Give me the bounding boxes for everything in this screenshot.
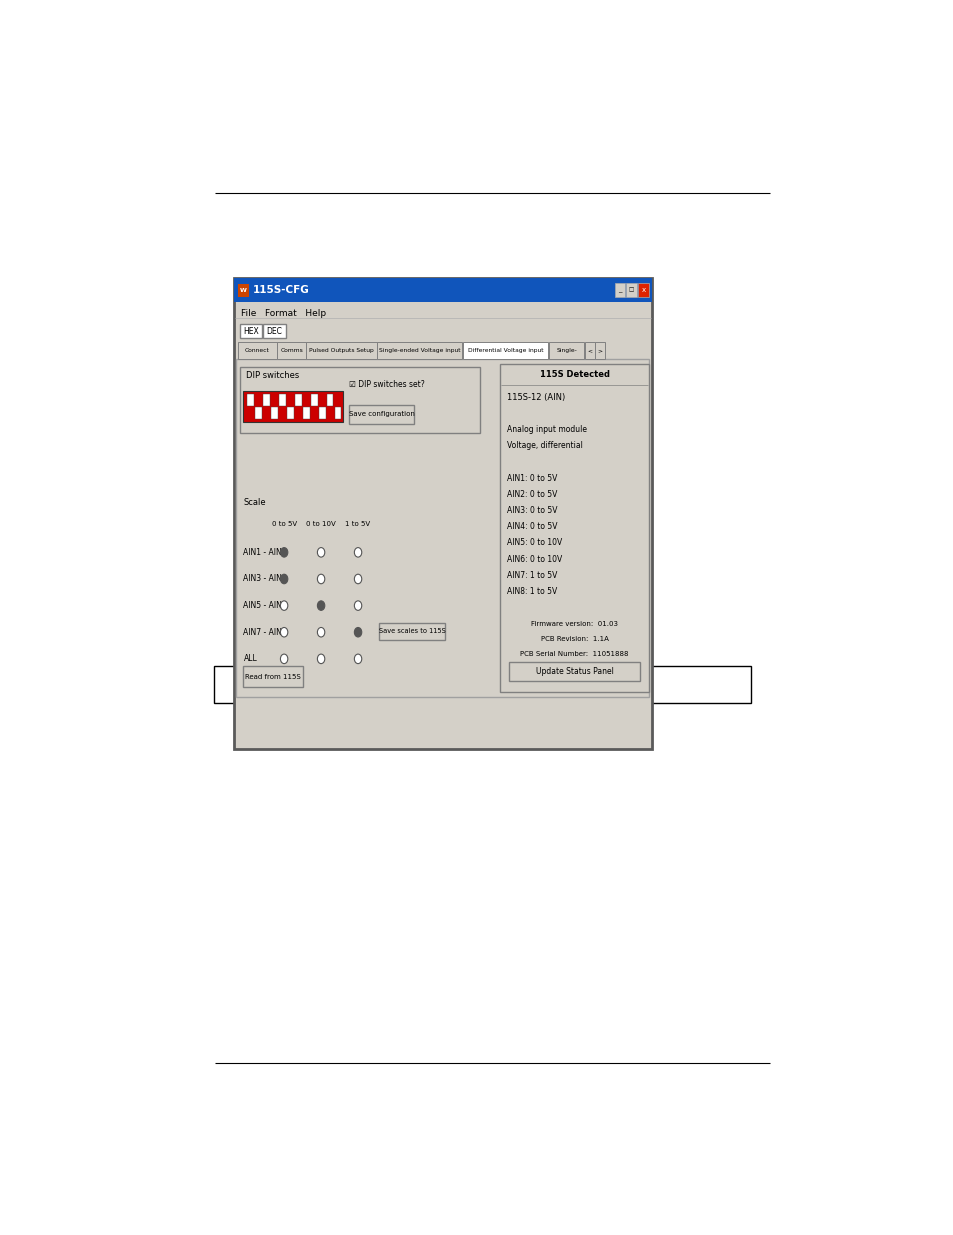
Bar [626,283,636,296]
Bar [238,284,249,298]
Circle shape [280,547,288,557]
Bar [233,278,651,750]
Text: >: > [598,348,602,353]
Text: _: _ [618,287,621,293]
Bar [306,342,376,359]
Bar [278,394,286,406]
Circle shape [317,574,324,584]
Bar [277,342,305,359]
Circle shape [354,627,361,637]
Bar [263,324,285,338]
Circle shape [354,547,361,557]
Text: Scale: Scale [243,498,266,506]
Text: AIN3 - AIN4: AIN3 - AIN4 [243,574,287,583]
Bar [499,364,649,692]
Bar [243,390,343,422]
Text: Read from 115S: Read from 115S [245,674,300,680]
Bar [233,278,651,303]
Bar [311,394,317,406]
Circle shape [280,627,288,637]
Bar [294,394,301,406]
Bar [243,667,302,688]
Text: Comms: Comms [280,348,302,353]
Bar [584,342,594,359]
Bar [213,667,750,703]
Text: HEX: HEX [243,327,258,336]
Bar [287,406,294,419]
Text: Update Status Panel: Update Status Panel [536,667,613,676]
Circle shape [280,655,288,663]
Text: AIN7 - AIN8: AIN7 - AIN8 [243,627,287,637]
Text: AIN1 - AIN2: AIN1 - AIN2 [243,548,287,557]
Text: AIN4: 0 to 5V: AIN4: 0 to 5V [507,522,558,531]
Bar [614,283,624,296]
Circle shape [280,574,288,584]
Bar [508,662,639,680]
Text: ALL: ALL [243,655,257,663]
Text: PCB Revision:  1.1A: PCB Revision: 1.1A [540,636,608,642]
Text: AIN2: 0 to 5V: AIN2: 0 to 5V [507,490,558,499]
Bar [238,342,276,359]
Text: AIN3: 0 to 5V: AIN3: 0 to 5V [507,506,558,515]
Text: 0 to 5V: 0 to 5V [272,521,296,527]
Text: Voltage, differential: Voltage, differential [507,441,582,451]
Bar [462,342,547,359]
Text: Save configuration: Save configuration [349,411,415,417]
Circle shape [317,655,324,663]
Bar [376,342,462,359]
Bar [239,367,479,433]
Circle shape [354,655,361,663]
Text: AIN7: 1 to 5V: AIN7: 1 to 5V [507,571,558,579]
Text: □: □ [628,288,634,293]
Bar [595,342,604,359]
Text: ☑ DIP switches set?: ☑ DIP switches set? [349,379,424,389]
Bar [271,406,277,419]
Text: x: x [640,287,645,293]
Bar [349,405,414,424]
Text: AIN5 - AIN6: AIN5 - AIN6 [243,601,287,610]
Bar [235,359,649,697]
Circle shape [317,601,324,610]
Text: DIP switches: DIP switches [246,370,298,380]
Text: Single-: Single- [556,348,577,353]
Text: PCB Serial Number:  11051888: PCB Serial Number: 11051888 [520,651,628,657]
Text: 115S-12 (AIN): 115S-12 (AIN) [507,393,565,401]
Text: 0 to 10V: 0 to 10V [306,521,335,527]
Text: Single-ended Voltage input: Single-ended Voltage input [378,348,460,353]
Text: W: W [240,288,247,294]
Circle shape [354,601,361,610]
Text: 1 to 5V: 1 to 5V [345,521,370,527]
Circle shape [317,627,324,637]
Text: Differential Voltage input: Differential Voltage input [467,348,543,353]
Text: AIN8: 1 to 5V: AIN8: 1 to 5V [507,587,558,595]
Text: Firmware version:  01.03: Firmware version: 01.03 [531,621,618,626]
Text: 115S-CFG: 115S-CFG [253,285,310,295]
Bar [326,394,334,406]
Bar [247,394,253,406]
Bar [638,283,648,296]
Bar [318,406,325,419]
Text: AIN6: 0 to 10V: AIN6: 0 to 10V [507,555,562,563]
Text: 115S Detected: 115S Detected [539,370,609,379]
Text: File   Format   Help: File Format Help [241,309,326,319]
Bar [548,342,583,359]
Text: <: < [587,348,592,353]
Bar [254,406,262,419]
Text: Connect: Connect [245,348,270,353]
Bar [335,406,341,419]
Text: Save scales to 115S: Save scales to 115S [378,629,445,635]
Text: Pulsed Outputs Setup: Pulsed Outputs Setup [309,348,374,353]
Bar [302,406,310,419]
Text: AIN5: 0 to 10V: AIN5: 0 to 10V [507,538,562,547]
Bar [239,324,262,338]
Text: DEC: DEC [266,327,282,336]
Text: AIN1: 0 to 5V: AIN1: 0 to 5V [507,474,558,483]
Circle shape [317,547,324,557]
Circle shape [280,601,288,610]
Bar [263,394,270,406]
Circle shape [354,574,361,584]
Text: Analog input module: Analog input module [507,425,587,435]
Bar [378,622,445,640]
